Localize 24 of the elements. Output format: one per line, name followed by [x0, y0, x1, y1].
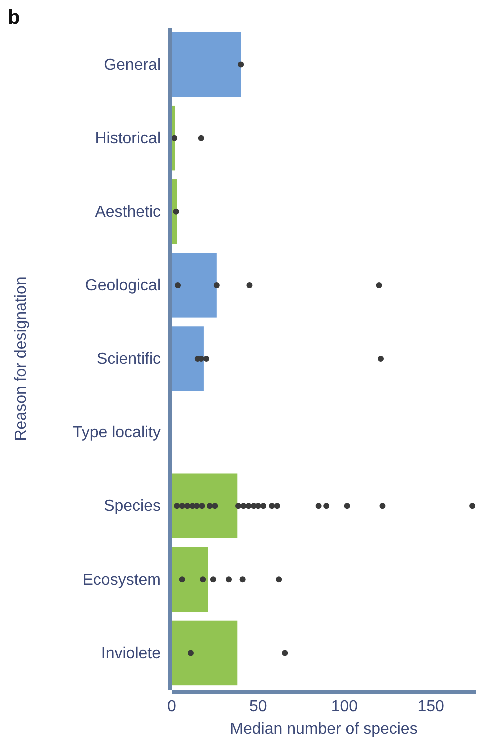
y-tick-label: Scientific	[96, 351, 161, 368]
bar	[172, 106, 176, 171]
y-tick-label: Historical	[95, 130, 161, 148]
x-tick-label: 0	[168, 698, 177, 716]
y-tick-label: Geological	[85, 278, 161, 295]
y-tick-label: Type locality	[72, 424, 161, 442]
x-axis-title: Median number of species	[230, 721, 418, 738]
bar	[172, 474, 238, 538]
chart-title: b	[8, 7, 20, 29]
y-axis-title: Reason for designation	[13, 276, 30, 442]
x-tick-label: 50	[249, 698, 268, 716]
y-tick-label: General	[104, 56, 161, 74]
y-tick-label: Species	[104, 498, 161, 516]
x-tick-label: 150	[418, 698, 445, 716]
y-tick-label: Ecosystem	[82, 572, 161, 589]
x-tick-label: 100	[331, 698, 358, 716]
bar	[172, 32, 242, 98]
bar	[172, 547, 208, 612]
bar	[172, 326, 204, 392]
bar	[172, 253, 217, 318]
y-tick-label: Inviolete	[101, 645, 162, 662]
y-tick-label: Aesthetic	[95, 204, 161, 222]
bar	[172, 180, 178, 244]
bar	[172, 620, 238, 686]
